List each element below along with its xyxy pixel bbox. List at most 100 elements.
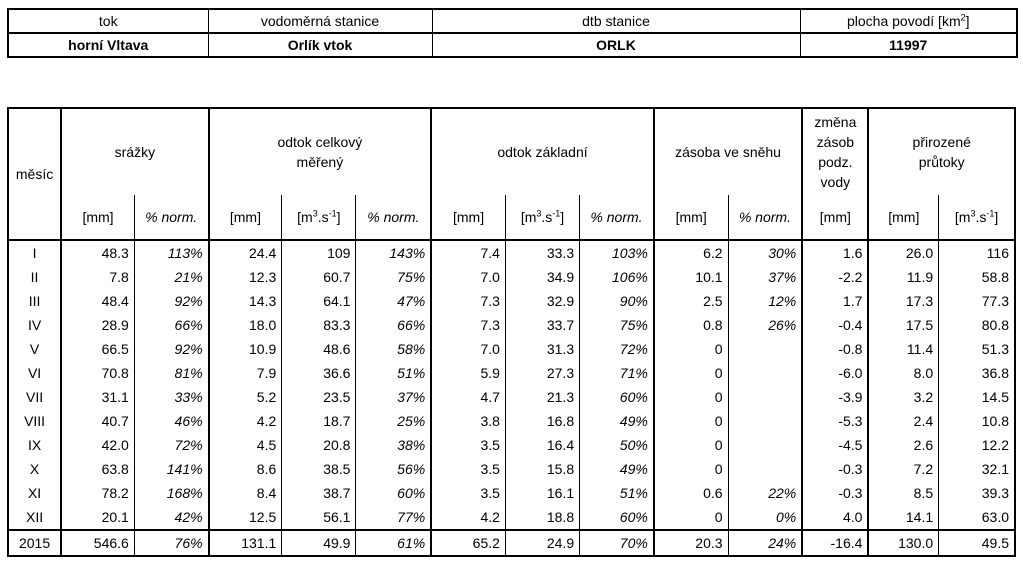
cell-prutoky-mm: 8.0 bbox=[867, 361, 939, 385]
cell-zakladni-norm: 50% bbox=[579, 433, 654, 457]
unit-srazky-mm: [mm] bbox=[60, 195, 135, 241]
month-label: IX bbox=[27, 437, 42, 453]
unit-m3s-c: ] bbox=[336, 209, 341, 225]
info-value-row: horní Vltava Orlík vtok ORLK 11997 bbox=[8, 33, 1017, 57]
info-value-stanice: Orlík vtok bbox=[207, 33, 432, 57]
cell-prutoky-mm: 11.4 bbox=[867, 337, 939, 361]
cell-zakladni-m3s: 16.1 bbox=[504, 481, 580, 505]
cell-celkovy-mm: 4.2 bbox=[207, 409, 282, 433]
cell-srazky-mm: 40.7 bbox=[60, 409, 135, 433]
header-zmena-line1: změna bbox=[814, 114, 857, 130]
cell-zakladni-m3s: 33.3 bbox=[504, 240, 580, 265]
cell-zasoba-norm: 22% bbox=[727, 481, 803, 505]
cell-celkovy-m3s: 48.6 bbox=[281, 337, 356, 361]
cell-prutoky-m3s: 63.0 bbox=[938, 505, 1015, 530]
cell-srazky-mm: 20.1 bbox=[60, 505, 135, 530]
cell-celkovy-m3s: 60.7 bbox=[281, 265, 356, 289]
cell-prutoky-mm: 2.6 bbox=[867, 433, 939, 457]
cell-celkovy-norm: 61% bbox=[355, 529, 432, 556]
cell-srazky-norm: 141% bbox=[133, 457, 209, 481]
cell-zakladni-mm: 3.5 bbox=[430, 433, 506, 457]
info-value-dtb: ORLK bbox=[431, 33, 800, 57]
cell-srazky-norm: 66% bbox=[133, 313, 209, 337]
cell-zasoba-mm: 6.2 bbox=[652, 240, 729, 265]
cell-zakladni-mm: 3.8 bbox=[430, 409, 506, 433]
cell-zakladni-norm: 71% bbox=[579, 361, 654, 385]
cell-celkovy-m3s: 49.9 bbox=[281, 529, 356, 556]
station-info-table: tok vodoměrná stanice dtb stanice plocha… bbox=[7, 8, 1018, 58]
info-value-plocha: 11997 bbox=[799, 33, 1017, 57]
cell-zmena-mm: -0.8 bbox=[801, 337, 869, 361]
cell-zasoba-norm: 30% bbox=[727, 240, 803, 265]
cell-celkovy-m3s: 38.7 bbox=[281, 481, 356, 505]
cell-srazky-mm: 78.2 bbox=[60, 481, 135, 505]
cell-zakladni-m3s: 32.9 bbox=[504, 289, 580, 313]
cell-zasoba-mm: 0 bbox=[652, 385, 729, 409]
cell-celkovy-norm: 58% bbox=[355, 337, 432, 361]
header-odtok-zakladni: odtok základní bbox=[430, 108, 654, 195]
unit-m3s-sup2: -1 bbox=[328, 208, 337, 219]
header-odtok-celkovy-line2: měřený bbox=[296, 154, 344, 170]
month-label: IV bbox=[27, 317, 42, 333]
cell-zakladni-norm: 70% bbox=[579, 529, 654, 556]
cell-zasoba-norm: 0% bbox=[727, 505, 803, 530]
table-row: XI 78.2 168% 8.4 38.7 60% 3.5 16.1 51% 0.6 22% -0.3… bbox=[8, 481, 1015, 505]
header-zmena-line3: podz. bbox=[818, 154, 853, 170]
cell-zmena-mm: -16.4 bbox=[801, 529, 869, 556]
cell-celkovy-mm: 24.4 bbox=[207, 240, 282, 265]
cell-zakladni-mm: 3.5 bbox=[430, 481, 506, 505]
cell-celkovy-norm: 37% bbox=[355, 385, 432, 409]
cell-zakladni-m3s: 27.3 bbox=[504, 361, 580, 385]
cell-celkovy-mm: 14.3 bbox=[207, 289, 282, 313]
info-header-plocha: plocha povodí [km2] bbox=[799, 9, 1017, 34]
cell-prutoky-m3s: 10.8 bbox=[938, 409, 1015, 433]
table-row: IV 28.9 66% 18.0 83.3 66% 7.3 33.7 75% 0.8 26% -0.4… bbox=[8, 313, 1015, 337]
cell-zasoba-mm: 0 bbox=[652, 457, 729, 481]
cell-zakladni-m3s: 16.4 bbox=[504, 433, 580, 457]
unit-m3s-sup2: -1 bbox=[552, 208, 561, 219]
cell-zmena-mm: -0.3 bbox=[801, 457, 869, 481]
cell-celkovy-mm: 18.0 bbox=[207, 313, 282, 337]
unit-m3s-sup1: 3 bbox=[312, 208, 318, 219]
info-header-plocha-end: ] bbox=[965, 13, 970, 29]
cell-prutoky-mm: 3.2 bbox=[867, 385, 939, 409]
month-rows: I 48.3 113% 24.4 109 143% 7.4 33.3 103% 6.2 30% 1.6… bbox=[8, 240, 1015, 530]
cell-zakladni-mm: 3.5 bbox=[430, 457, 506, 481]
month-label: XI bbox=[27, 485, 42, 501]
table-row: VIII 40.7 46% 4.2 18.7 25% 3.8 16.8 49% 0 -5.3 2.4 1… bbox=[8, 409, 1015, 433]
header-prutoky-line2: průtoky bbox=[918, 154, 965, 170]
cell-srazky-norm: 72% bbox=[133, 433, 209, 457]
cell-zmena-mm: -5.3 bbox=[801, 409, 869, 433]
cell-zmena-mm: -2.2 bbox=[801, 265, 869, 289]
cell-celkovy-norm: 75% bbox=[355, 265, 432, 289]
cell-zmena-mm: -0.4 bbox=[801, 313, 869, 337]
cell-prutoky-m3s: 51.3 bbox=[938, 337, 1015, 361]
cell-celkovy-m3s: 83.3 bbox=[281, 313, 356, 337]
unit-m3s-sup2: -1 bbox=[986, 208, 995, 219]
cell-srazky-norm: 92% bbox=[133, 289, 209, 313]
unit-zasoba-mm: [mm] bbox=[652, 195, 729, 241]
cell-srazky-norm: 46% bbox=[133, 409, 209, 433]
cell-zakladni-norm: 75% bbox=[579, 313, 654, 337]
cell-celkovy-mm: 7.9 bbox=[207, 361, 282, 385]
cell-srazky-mm: 63.8 bbox=[60, 457, 135, 481]
unit-zakladni-mm: [mm] bbox=[430, 195, 506, 241]
cell-prutoky-m3s: 58.8 bbox=[938, 265, 1015, 289]
cell-prutoky-m3s: 39.3 bbox=[938, 481, 1015, 505]
cell-prutoky-m3s: 36.8 bbox=[938, 361, 1015, 385]
cell-prutoky-m3s: 116 bbox=[938, 240, 1015, 265]
cell-zakladni-mm: 65.2 bbox=[430, 529, 506, 556]
cell-zmena-mm: 4.0 bbox=[801, 505, 869, 530]
cell-zmena-mm: -6.0 bbox=[801, 361, 869, 385]
cell-zasoba-mm: 0 bbox=[652, 433, 729, 457]
cell-zasoba-mm: 0 bbox=[652, 409, 729, 433]
month-label: II bbox=[30, 269, 39, 285]
cell-zakladni-norm: 49% bbox=[579, 457, 654, 481]
cell-prutoky-mm: 14.1 bbox=[867, 505, 939, 530]
cell-celkovy-norm: 51% bbox=[355, 361, 432, 385]
month-label: VI bbox=[27, 365, 42, 381]
cell-zakladni-mm: 7.0 bbox=[430, 337, 506, 361]
cell-celkovy-norm: 25% bbox=[355, 409, 432, 433]
cell-celkovy-mm: 8.6 bbox=[207, 457, 282, 481]
table-row: V 66.5 92% 10.9 48.6 58% 7.0 31.3 72% 0 -0.8 11.4 51… bbox=[8, 337, 1015, 361]
